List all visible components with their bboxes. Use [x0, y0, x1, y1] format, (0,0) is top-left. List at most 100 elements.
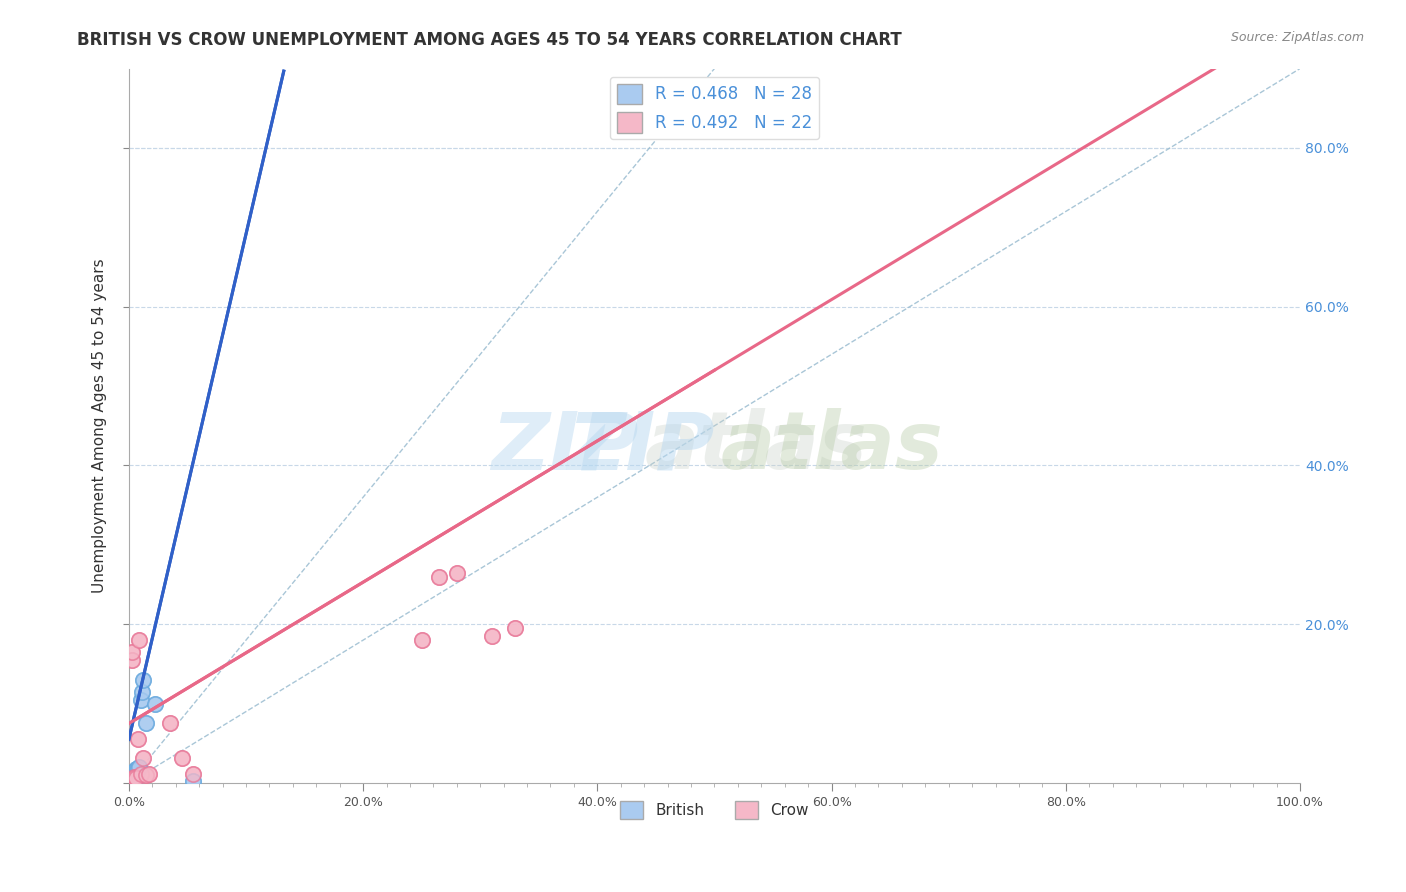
Point: [159, 716, 181, 731]
Point: [170, 750, 193, 764]
Point: [121, 773, 143, 788]
Point: [124, 768, 146, 782]
Point: [120, 776, 142, 790]
Point: [121, 772, 143, 786]
Point: [121, 645, 143, 659]
Point: [129, 766, 152, 780]
Point: [122, 770, 145, 784]
Point: [122, 768, 145, 782]
Point: [132, 673, 155, 687]
Point: [181, 766, 204, 780]
Point: [124, 771, 146, 785]
Point: [120, 773, 142, 788]
Y-axis label: Unemployment Among Ages 45 to 54 years: Unemployment Among Ages 45 to 54 years: [93, 259, 107, 593]
Point: [129, 692, 152, 706]
Point: [124, 764, 146, 778]
Point: [411, 633, 433, 648]
Point: [121, 653, 143, 667]
Point: [120, 776, 142, 790]
Point: [125, 764, 148, 778]
Point: [132, 750, 155, 764]
Point: [411, 633, 433, 648]
Point: [135, 768, 157, 782]
Point: [120, 773, 142, 788]
Point: [120, 773, 142, 788]
Point: [125, 762, 148, 776]
Point: [122, 770, 145, 784]
Point: [129, 692, 152, 706]
Point: [124, 772, 146, 786]
Text: ZIP: ZIP: [567, 409, 714, 486]
Point: [121, 772, 143, 786]
Point: [121, 776, 143, 790]
Point: [120, 776, 142, 790]
Point: [127, 762, 149, 776]
Point: [124, 765, 146, 780]
Point: [128, 633, 150, 648]
Point: [181, 766, 204, 780]
Point: [138, 766, 160, 780]
Point: [122, 773, 145, 788]
Point: [125, 772, 148, 786]
Point: [505, 621, 527, 635]
Point: [122, 772, 145, 786]
Point: [132, 750, 155, 764]
Point: [124, 771, 146, 785]
Point: [121, 773, 143, 788]
Point: [124, 765, 146, 780]
Point: [128, 633, 150, 648]
Point: [505, 621, 527, 635]
Point: [181, 773, 204, 788]
Point: [481, 629, 503, 643]
Text: atlas: atlas: [644, 409, 868, 486]
Point: [170, 750, 193, 764]
Point: [125, 772, 148, 786]
Point: [135, 768, 157, 782]
Point: [131, 684, 153, 698]
Point: [446, 566, 468, 580]
Point: [121, 770, 143, 784]
Point: [143, 697, 166, 711]
Point: [125, 762, 148, 776]
Point: [122, 772, 145, 786]
Point: [121, 776, 143, 790]
Point: [127, 732, 149, 747]
Point: [128, 760, 150, 774]
Point: [132, 673, 155, 687]
Point: [122, 770, 145, 784]
Point: [143, 697, 166, 711]
Point: [135, 716, 157, 731]
Point: [125, 762, 148, 776]
Point: [128, 760, 150, 774]
Point: [120, 773, 142, 788]
Point: [121, 653, 143, 667]
Point: [125, 764, 148, 778]
Point: [125, 762, 148, 776]
Point: [124, 764, 146, 778]
Point: [122, 768, 145, 782]
Point: [159, 716, 181, 731]
Text: BRITISH VS CROW UNEMPLOYMENT AMONG AGES 45 TO 54 YEARS CORRELATION CHART: BRITISH VS CROW UNEMPLOYMENT AMONG AGES …: [77, 31, 903, 49]
Point: [122, 773, 145, 788]
Point: [125, 766, 148, 780]
Point: [122, 772, 145, 786]
Point: [122, 770, 145, 784]
Text: Source: ZipAtlas.com: Source: ZipAtlas.com: [1230, 31, 1364, 45]
Point: [122, 772, 145, 786]
Point: [131, 684, 153, 698]
Point: [446, 566, 468, 580]
Point: [181, 773, 204, 788]
Point: [125, 764, 148, 778]
Point: [427, 569, 450, 583]
Point: [135, 716, 157, 731]
Legend: British, Crow: British, Crow: [614, 795, 814, 825]
Point: [121, 645, 143, 659]
Point: [127, 732, 149, 747]
Point: [120, 776, 142, 790]
Text: atlas: atlas: [720, 409, 943, 486]
Point: [120, 773, 142, 788]
Point: [427, 569, 450, 583]
Point: [124, 772, 146, 786]
Point: [481, 629, 503, 643]
Point: [121, 770, 143, 784]
